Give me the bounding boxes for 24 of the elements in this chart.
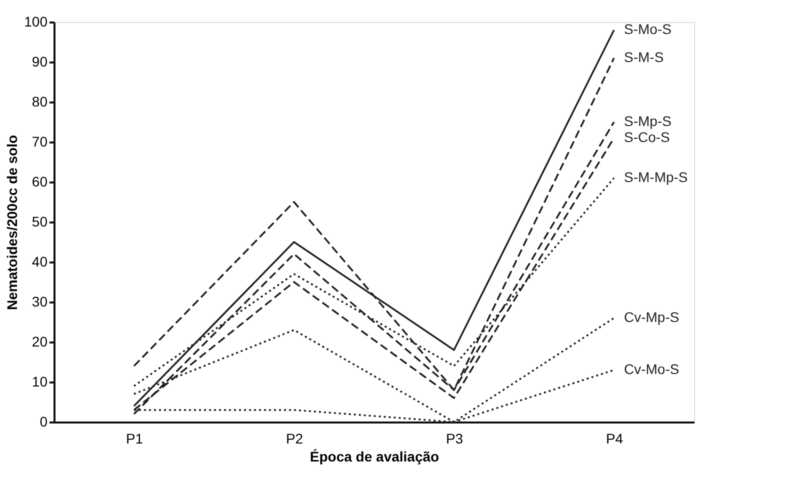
y-tick-label: 90 <box>32 54 48 70</box>
x-tick-label: P3 <box>446 430 464 446</box>
y-tick-label: 0 <box>40 414 48 430</box>
x-tick-label: P2 <box>286 430 304 446</box>
x-tick-label: P4 <box>606 430 624 446</box>
x-tick-label: P1 <box>126 430 144 446</box>
series-label: Cv-Mp-S <box>624 309 680 325</box>
x-axis-title: Época de avaliação <box>310 448 440 464</box>
y-tick-label: 60 <box>32 174 48 190</box>
y-tick-label: 80 <box>32 94 48 110</box>
series-label: Cv-Mo-S <box>624 361 680 377</box>
y-tick-label: 70 <box>32 134 48 150</box>
y-tick-label: 20 <box>32 334 48 350</box>
series-label: S-Co-S <box>624 129 670 145</box>
series-label: S-M-Mp-S <box>624 169 688 185</box>
series-label: S-Mo-S <box>624 21 672 37</box>
series-label: S-M-S <box>624 49 664 65</box>
y-tick-label: 10 <box>32 374 48 390</box>
y-tick-label: 50 <box>32 214 48 230</box>
y-tick-label: 100 <box>24 14 48 30</box>
y-tick-label: 40 <box>32 254 48 270</box>
series-label: S-Mp-S <box>624 113 672 129</box>
y-axis-title: Nematoides/200cc de solo <box>4 134 20 310</box>
y-tick-label: 30 <box>32 294 48 310</box>
